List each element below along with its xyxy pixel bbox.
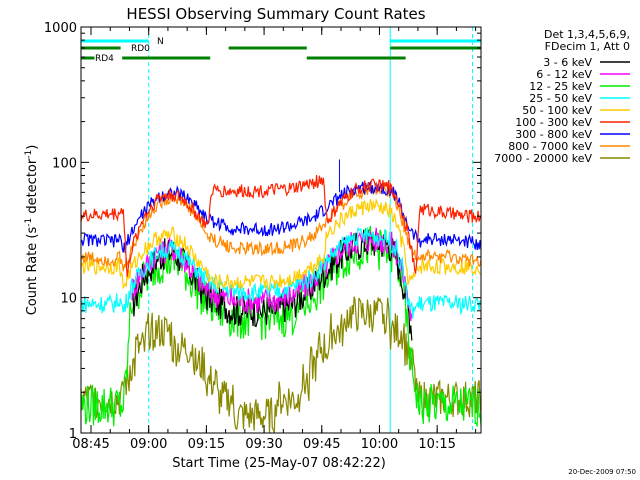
legend-label-6: 300 - 800 keV xyxy=(515,128,592,141)
y-axis-label-sup1: -1 xyxy=(24,218,34,227)
x-tick-label-0: 08:45 xyxy=(72,437,109,452)
chart-title: HESSI Observing Summary Count Rates xyxy=(126,5,425,23)
y-axis-label-sup2: -1 xyxy=(24,150,34,159)
series-line-8 xyxy=(80,296,482,434)
legend-label-0: 3 - 6 keV xyxy=(543,56,592,69)
series-line-6 xyxy=(80,180,482,254)
legend: Det 1,3,4,5,6,9, FDecim 1, Att 0 3 - 6 k… xyxy=(494,28,630,165)
x-axis-label: Start Time (25-May-07 08:42:22) xyxy=(172,456,386,471)
y-tick-label-2: 100 xyxy=(52,156,77,171)
y-axis-label-suffix: ) xyxy=(25,145,40,150)
legend-label-2: 12 - 25 keV xyxy=(529,80,592,93)
legend-label-3: 25 - 50 keV xyxy=(529,92,592,105)
legend-label-8: 7000 - 20000 keV xyxy=(494,152,592,165)
y-tick-label-1: 10 xyxy=(60,292,77,307)
y-tick-label-0: 1 xyxy=(69,427,77,442)
legend-label-7: 800 - 7000 keV xyxy=(508,140,592,153)
y-axis-label-prefix: Count Rate (s xyxy=(25,227,40,316)
y-axis-label: Count Rate (s-1 detector-1) xyxy=(24,145,40,316)
bar-label-n: N xyxy=(157,37,164,47)
legend-label-4: 50 - 100 keV xyxy=(522,104,592,117)
series-line-5 xyxy=(80,175,482,277)
y-tick-label-3: 1000 xyxy=(44,21,77,36)
footer-date: 20-Dec-2009 07:50 xyxy=(568,468,636,476)
series-line-4 xyxy=(80,197,482,292)
plot-area: N RD0 RD4 xyxy=(80,27,482,434)
bar-label-rd4: RD4 xyxy=(95,54,114,64)
legend-header-line2: FDecim 1, Att 0 xyxy=(545,40,630,53)
x-tick-label-5: 10:00 xyxy=(361,437,398,452)
svg-text:Count Rate (s-1 detector-1): Count Rate (s-1 detector-1) xyxy=(24,145,40,316)
axes: 1 10 100 1000 08:45 09:00 09:15 09:30 09:45 10:00… xyxy=(44,21,482,452)
y-axis-label-mid: detector xyxy=(25,158,40,218)
plot-frame xyxy=(80,26,482,434)
legend-label-1: 6 - 12 keV xyxy=(536,68,592,81)
x-tick-label-2: 09:15 xyxy=(188,437,225,452)
x-tick-label-3: 09:30 xyxy=(245,437,282,452)
x-tick-label-1: 09:00 xyxy=(130,437,167,452)
series-line-3 xyxy=(80,227,482,319)
series-line-7 xyxy=(80,182,482,272)
x-tick-label-6: 10:15 xyxy=(418,437,455,452)
legend-header-line1: Det 1,3,4,5,6,9, xyxy=(544,28,630,41)
x-tick-label-4: 09:45 xyxy=(303,437,340,452)
legend-label-5: 100 - 300 keV xyxy=(515,116,592,129)
bar-label-rd0: RD0 xyxy=(131,44,150,54)
